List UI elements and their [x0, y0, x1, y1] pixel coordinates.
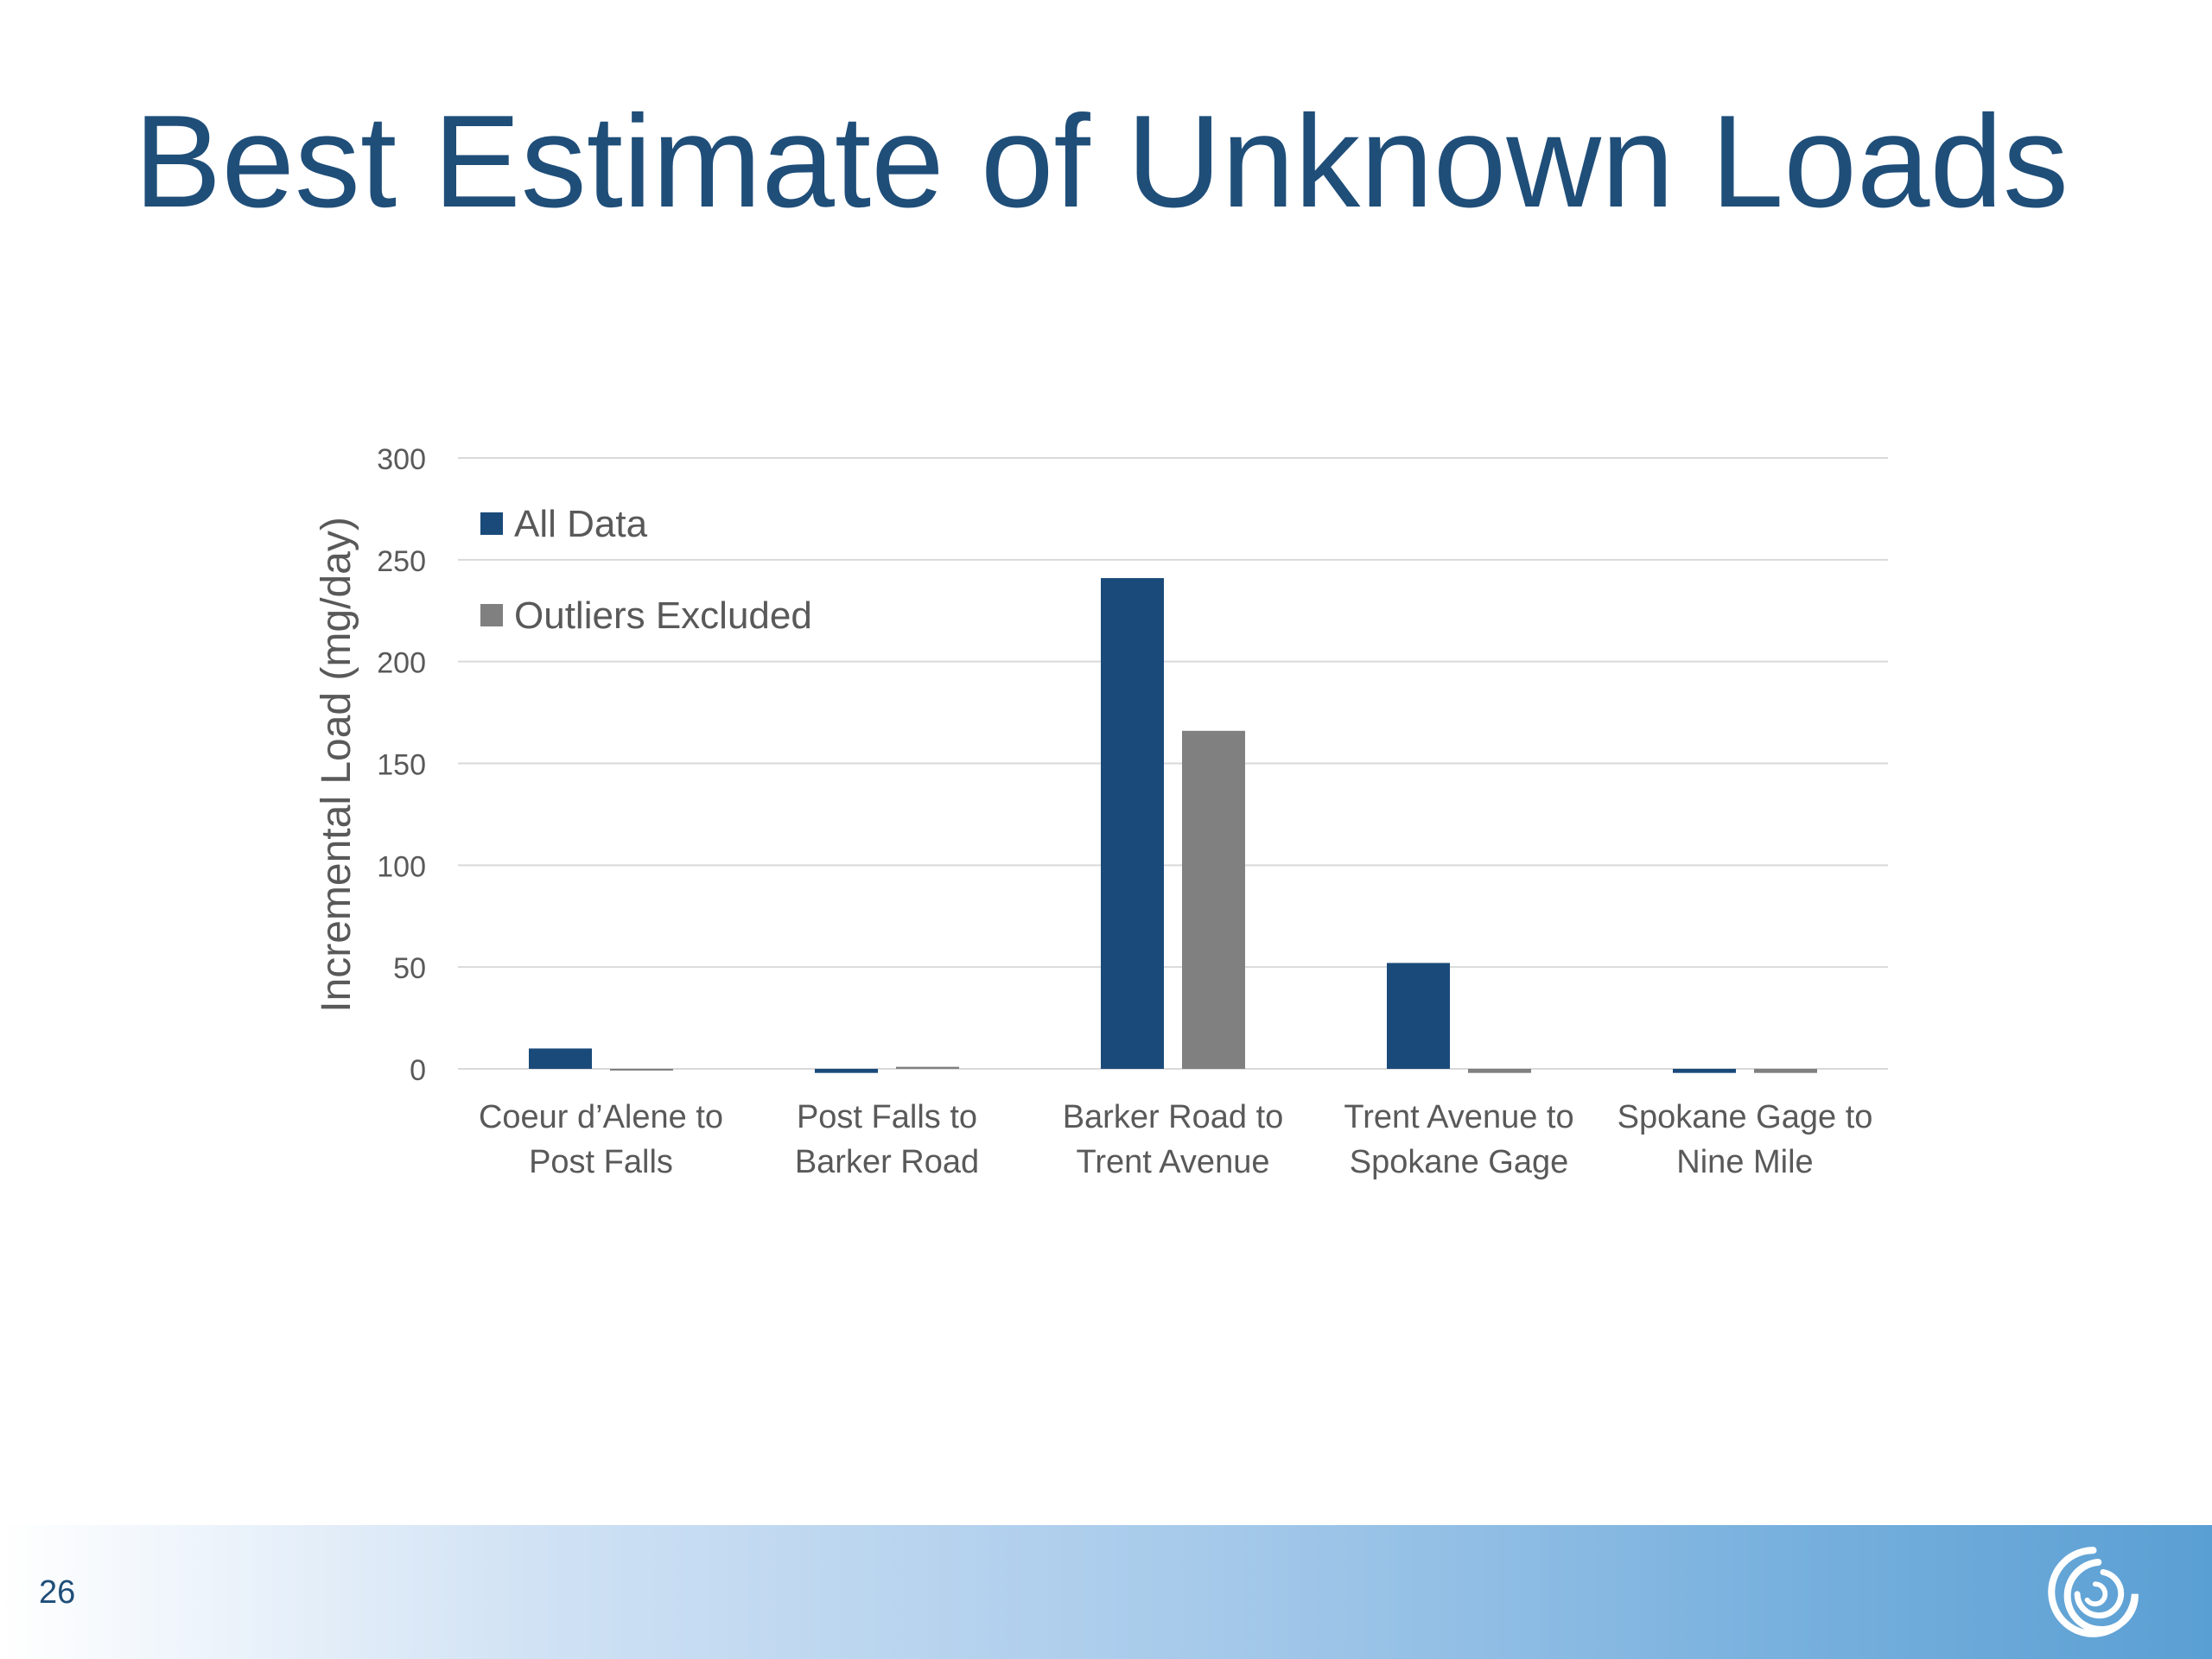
legend-swatch: [480, 604, 503, 626]
x-category-label: Barker Road: [795, 1144, 979, 1180]
bar: [815, 1069, 878, 1073]
x-category-label: Spokane Gage: [1350, 1144, 1569, 1180]
legend-label: All Data: [514, 503, 648, 545]
y-axis-ticks: 0 50 100 150 200 250 300: [377, 443, 426, 1087]
y-tick-label: 200: [377, 647, 426, 680]
bar: [1468, 1069, 1531, 1073]
legend: All Data Outliers Excluded: [480, 503, 812, 637]
page-number: 26: [39, 1574, 76, 1611]
bar: [1673, 1069, 1736, 1073]
y-tick-label: 300: [377, 443, 426, 476]
x-category-label: Barker Road to: [1063, 1099, 1284, 1135]
y-tick-label: 100: [377, 850, 426, 883]
logo-icon: [2048, 1547, 2139, 1637]
x-category-label: Nine Mile: [1676, 1144, 1813, 1180]
slide-title: Best Estimate of Unknown Loads: [134, 88, 2069, 235]
x-category-label: Coeur d’Alene to: [479, 1099, 723, 1135]
x-category-label: Trent Avenue to: [1344, 1099, 1573, 1135]
legend-swatch: [480, 512, 503, 535]
bar: [1387, 963, 1450, 1069]
x-category-label: Spokane Gage to: [1618, 1099, 1873, 1135]
y-axis-label: Incremental Load (mg/day): [314, 517, 359, 1013]
bar: [529, 1048, 592, 1069]
x-category-label: Post Falls: [529, 1144, 673, 1180]
legend-label: Outliers Excluded: [514, 594, 812, 637]
bar: [1101, 578, 1164, 1069]
bar: [1754, 1069, 1817, 1073]
y-tick-label: 0: [410, 1054, 426, 1087]
footer-band: [0, 1525, 2212, 1659]
x-category-label: Trent Avenue: [1077, 1144, 1270, 1180]
bars: [529, 578, 1817, 1073]
bar: [896, 1066, 959, 1069]
y-tick-label: 250: [377, 545, 426, 578]
gridlines: [458, 457, 1888, 1070]
x-category-label: Post Falls to: [797, 1099, 977, 1135]
bar: [1182, 730, 1245, 1069]
y-tick-label: 150: [377, 749, 426, 782]
x-axis-categories: Coeur d’Alene to Post Falls Post Falls to B…: [479, 1099, 1872, 1180]
y-tick-label: 50: [393, 952, 426, 985]
bar: [610, 1069, 673, 1071]
